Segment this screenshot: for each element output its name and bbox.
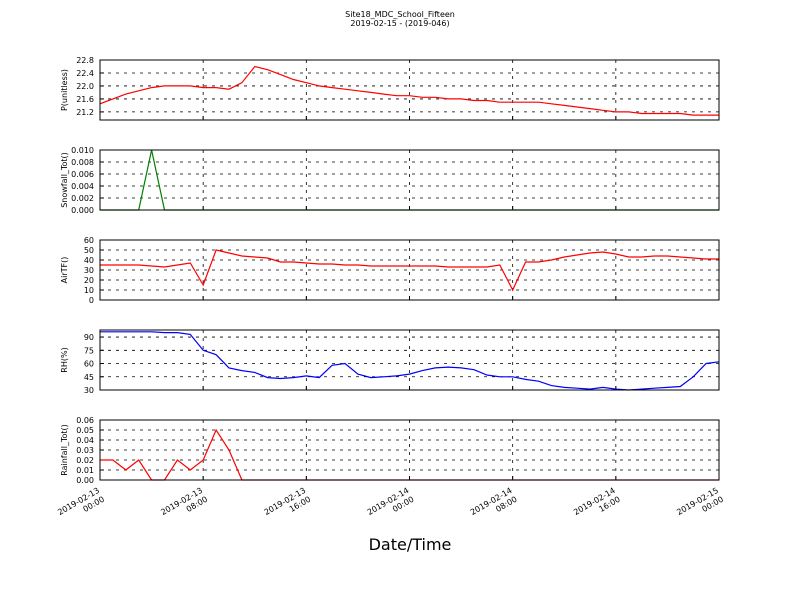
y-tick-label: 22.0 — [76, 82, 94, 91]
y-tick-label: 45 — [84, 373, 94, 382]
y-tick-label: 21.6 — [76, 95, 94, 104]
y-tick-label: 21.2 — [76, 108, 94, 117]
y-tick-label: 75 — [84, 346, 94, 355]
y-tick-label: 0.02 — [76, 456, 94, 465]
x-tick-label: 2019-02-1300:00 — [56, 486, 106, 526]
data-line — [100, 249, 719, 292]
plot-frame — [99, 239, 720, 301]
data-line — [99, 65, 719, 116]
x-tick-label: 2019-02-1500:00 — [675, 486, 725, 526]
y-tick-label: 22.8 — [76, 56, 94, 65]
y-tick-label: 60 — [84, 236, 94, 245]
y-tick-label: 0.03 — [76, 446, 94, 455]
y-tick-label: 0.010 — [71, 146, 94, 155]
chart-subtitle: 2019-02-15 - (2019-046) — [350, 19, 449, 28]
y-tick-label: 60 — [84, 360, 94, 369]
data-line — [100, 331, 720, 391]
x-axis-label: Date/Time — [369, 535, 452, 554]
y-tick-label: 0.06 — [76, 416, 94, 425]
y-tick-label: 0.004 — [71, 182, 94, 191]
plot-frame — [99, 59, 720, 121]
y-tick-label: 22.4 — [76, 69, 94, 78]
x-tick-label: 2019-02-1308:00 — [159, 486, 209, 526]
y-tick-label: 0.04 — [76, 436, 94, 445]
y-tick-label: 10 — [84, 286, 94, 295]
y-tick-label: 0.000 — [71, 206, 94, 215]
y-tick-label: 0.01 — [76, 466, 94, 475]
y-axis-label: AirTF() — [60, 257, 69, 284]
y-tick-label: 0.002 — [71, 194, 94, 203]
x-tick-label: 2019-02-1416:00 — [572, 486, 622, 526]
x-tick-label: 2019-02-1408:00 — [469, 486, 519, 526]
y-tick-label: 0.006 — [71, 170, 94, 179]
y-tick-label: 30 — [84, 386, 94, 395]
y-tick-label: 0.05 — [76, 426, 94, 435]
plot-frame — [99, 149, 720, 211]
chart-title: Site18_MDC_School_Fifteen — [345, 10, 455, 19]
y-tick-label: 40 — [84, 256, 94, 265]
y-axis-label: RH(%) — [60, 347, 69, 372]
x-tick-label: 2019-02-1316:00 — [263, 486, 313, 526]
plot-frame — [99, 329, 720, 391]
y-tick-label: 0.00 — [76, 476, 94, 485]
y-tick-label: 0 — [89, 296, 94, 305]
y-tick-label: 30 — [84, 266, 94, 275]
y-axis-label: Snowfall_Tot() — [60, 152, 69, 208]
x-tick-label: 2019-02-1400:00 — [366, 486, 416, 526]
y-tick-label: 20 — [84, 276, 94, 285]
y-tick-label: 90 — [84, 333, 94, 342]
y-axis-label: P(unitless) — [60, 69, 69, 111]
plot-frame — [99, 419, 720, 481]
y-tick-label: 50 — [84, 246, 94, 255]
y-tick-label: 0.008 — [71, 158, 94, 167]
y-axis-label: Rainfall_Tot() — [60, 424, 69, 476]
